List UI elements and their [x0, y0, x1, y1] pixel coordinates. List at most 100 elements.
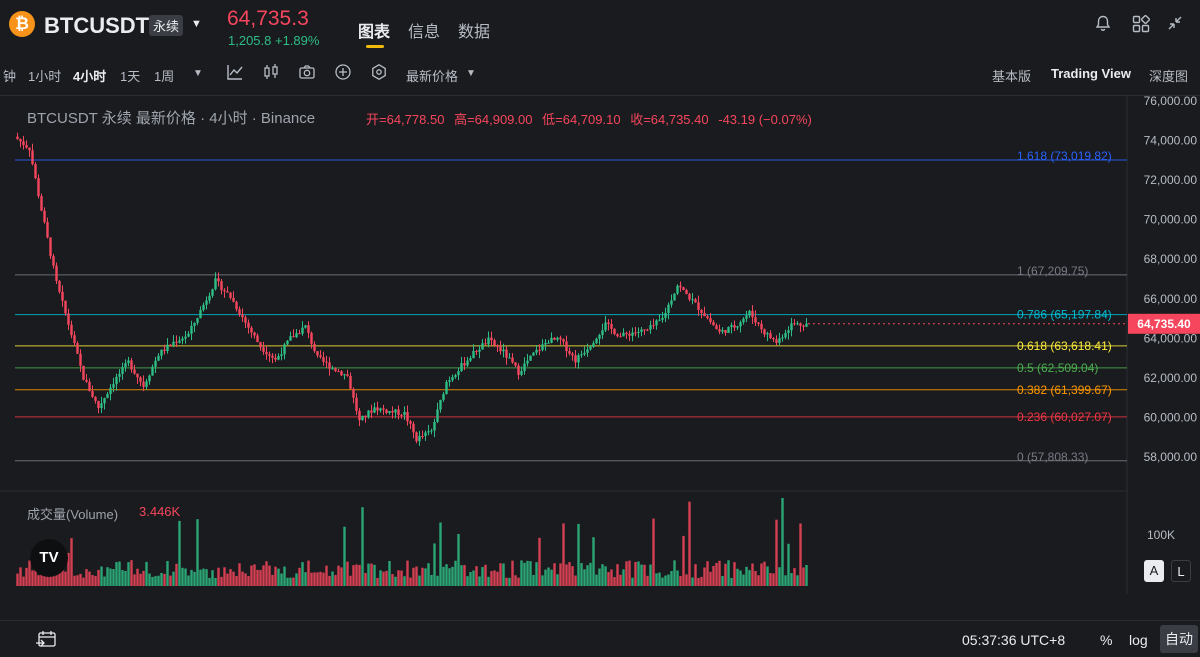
- candle-body: [52, 256, 55, 266]
- indicator-line-icon[interactable]: [226, 63, 244, 86]
- interval-minute[interactable]: 钟: [3, 69, 17, 84]
- current-price-box: [1128, 313, 1200, 334]
- clock-time[interactable]: 05:37:36 UTC+8: [962, 632, 1066, 648]
- volume-bar: [88, 571, 91, 586]
- volume-bar: [739, 570, 742, 586]
- candle-body: [142, 381, 145, 387]
- price-type-select[interactable]: 最新价格: [406, 69, 459, 84]
- tradingview-logo[interactable]: TV: [30, 539, 68, 577]
- interval-1d[interactable]: 1天: [120, 69, 141, 84]
- candle-body: [247, 322, 250, 328]
- volume-bar: [448, 568, 451, 586]
- log-scale-button[interactable]: L: [1171, 560, 1191, 582]
- volume-bar: [157, 575, 160, 586]
- volume-bar: [190, 569, 193, 586]
- candle-body: [331, 368, 334, 370]
- btc-logo-icon: ₿: [9, 11, 35, 37]
- auto-scale-button[interactable]: A: [1144, 560, 1164, 582]
- volume-bar: [568, 562, 571, 586]
- candle-body: [595, 338, 598, 344]
- interval-1h[interactable]: 1小时: [28, 69, 62, 84]
- volume-bar: [490, 571, 493, 586]
- collapse-icon[interactable]: [1167, 15, 1183, 36]
- candle-body: [523, 363, 526, 372]
- view-tradingview[interactable]: Trading View: [1051, 66, 1131, 81]
- volume-bar: [340, 567, 343, 586]
- symbol-name[interactable]: BTCUSDT: [44, 13, 150, 38]
- candle-body: [127, 360, 130, 364]
- volume-bar: [52, 569, 55, 586]
- interval-4h[interactable]: 4小时: [73, 69, 107, 84]
- candle-body: [745, 315, 748, 319]
- candle-body: [316, 351, 319, 356]
- volume-bar: [61, 564, 64, 586]
- candle-body: [385, 409, 388, 413]
- candle-body: [553, 337, 556, 340]
- settings-hex-icon[interactable]: [370, 63, 388, 86]
- volume-bar: [256, 569, 259, 586]
- camera-icon[interactable]: [298, 63, 316, 86]
- add-indicator-icon[interactable]: [334, 63, 352, 86]
- interval-1w[interactable]: 1周: [154, 69, 175, 84]
- caret-down-icon[interactable]: ▼: [191, 18, 202, 30]
- volume-bar: [676, 570, 679, 586]
- tab-info[interactable]: 信息: [408, 24, 441, 41]
- view-depth[interactable]: 深度图: [1149, 69, 1189, 84]
- candle-body: [73, 335, 76, 344]
- candle-body: [340, 371, 343, 376]
- volume-bar: [202, 568, 205, 586]
- volume-bar: [727, 560, 730, 586]
- price-chart-svg[interactable]: 1.618 (73,019.82) 1 (67,209.75) 0.786 (65,…: [0, 96, 1200, 594]
- volume-bar: [514, 575, 517, 586]
- candle-body: [103, 398, 106, 404]
- log-toggle[interactable]: log: [1129, 632, 1148, 648]
- candle-type-icon[interactable]: [262, 63, 280, 86]
- volume-bar: [790, 573, 793, 586]
- volume-bar: [454, 560, 457, 586]
- volume-bar: [436, 575, 439, 586]
- volume-bar: [262, 565, 265, 586]
- auto-toggle[interactable]: 自动: [1160, 625, 1198, 653]
- date-range-icon[interactable]: [36, 629, 58, 652]
- volume-bar: [352, 565, 355, 586]
- volume-bar: [466, 576, 469, 586]
- candle-body: [67, 313, 70, 325]
- candle-body: [241, 314, 244, 318]
- volume-bar: [172, 571, 175, 586]
- candle-body: [637, 331, 640, 333]
- candle-body: [112, 384, 115, 388]
- bell-icon[interactable]: [1095, 15, 1111, 37]
- candle-body: [499, 346, 502, 352]
- volume-bar: [403, 576, 406, 586]
- volume-bar: [133, 574, 136, 586]
- tab-data[interactable]: 数据: [458, 24, 491, 41]
- candle-body: [22, 141, 25, 145]
- volume-bar: [112, 569, 115, 586]
- y-tick-label: 72,000.00: [1144, 173, 1198, 187]
- candle-body: [43, 210, 46, 223]
- candle-body: [256, 335, 259, 343]
- candle-body: [736, 326, 739, 328]
- volume-bar: [148, 573, 151, 586]
- grid-icon[interactable]: [1132, 14, 1151, 38]
- volume-bar: [283, 566, 286, 586]
- candle-body: [607, 322, 610, 324]
- view-basic[interactable]: 基本版: [992, 69, 1032, 84]
- volume-bar: [367, 563, 370, 586]
- candle-body: [439, 399, 442, 410]
- y-tick-label: 68,000.00: [1144, 252, 1198, 266]
- price-type-caret-icon[interactable]: ▼: [466, 68, 476, 79]
- percent-toggle[interactable]: %: [1100, 632, 1113, 648]
- volume-label: 成交量(Volume): [27, 507, 119, 522]
- volume-bar: [289, 577, 292, 586]
- y-tick-label: 58,000.00: [1144, 450, 1198, 464]
- tab-chart[interactable]: 图表: [358, 24, 391, 41]
- interval-caret-icon[interactable]: ▼: [193, 68, 203, 79]
- candle-body: [427, 431, 430, 433]
- volume-bar: [475, 566, 478, 586]
- candle-body: [445, 381, 448, 395]
- volume-bar: [91, 575, 94, 586]
- chart-area[interactable]: 1.618 (73,019.82) 1 (67,209.75) 0.786 (65,…: [0, 95, 1200, 594]
- volume-bar: [241, 571, 244, 586]
- volume-bar: [574, 575, 577, 586]
